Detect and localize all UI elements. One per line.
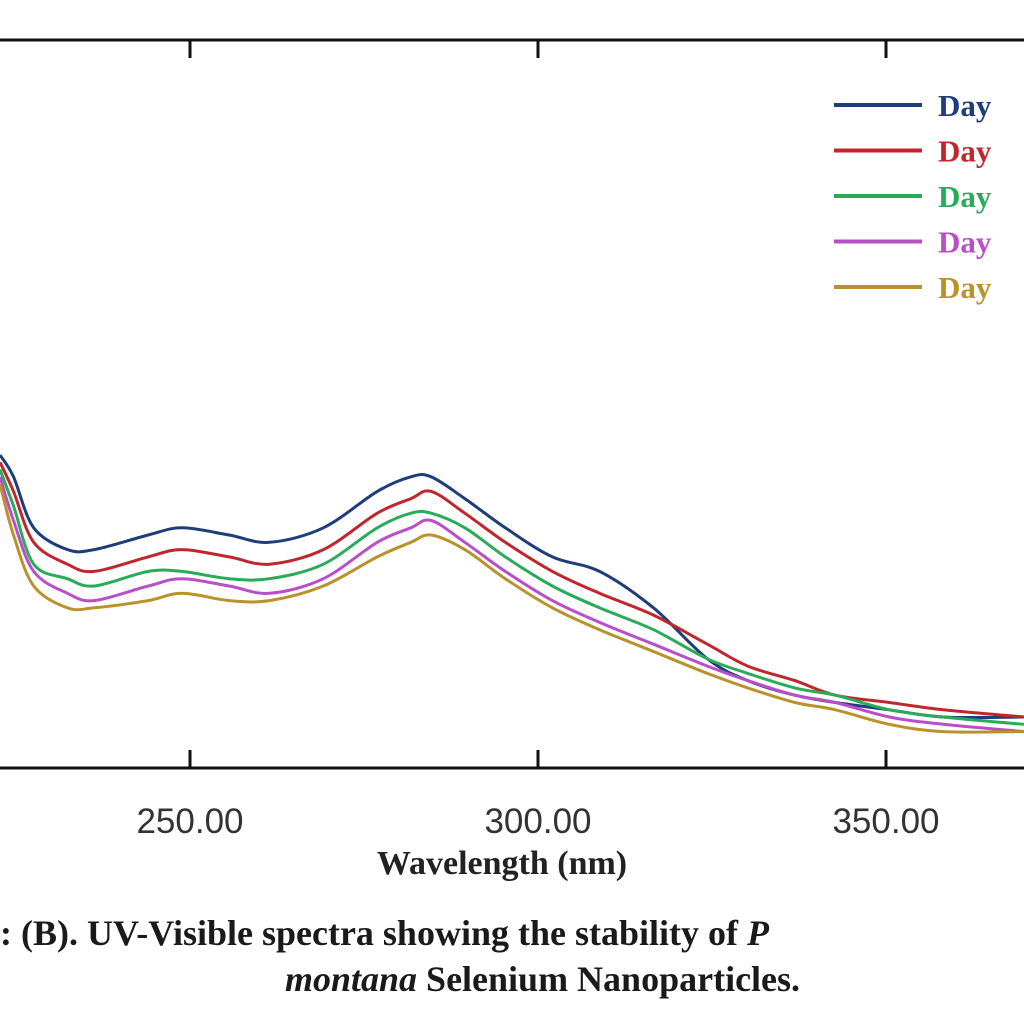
- series-line-4: [0, 476, 1024, 734]
- caption-text-1: : (B). UV-Visible spectra showing the st…: [0, 913, 747, 953]
- series-line-5: [0, 483, 1024, 734]
- series-line-1: [0, 454, 1024, 720]
- plot-frame: [0, 38, 1024, 770]
- legend-label-3: Day: [938, 179, 992, 214]
- series-line-2: [0, 461, 1024, 719]
- caption-italic-2: montana: [285, 959, 418, 999]
- legend-label-1: Day: [938, 88, 992, 123]
- series-lines: [0, 454, 1024, 734]
- caption-italic-1: P: [746, 913, 769, 953]
- legend: Day Day Day Day Day: [834, 88, 992, 305]
- x-axis-title: Wavelength (nm): [377, 845, 627, 882]
- figure-caption-line-2: montana Selenium Nanoparticles.: [285, 958, 1024, 1000]
- series-line-3: [0, 468, 1024, 726]
- axis-ticks: [188, 40, 888, 768]
- x-tick-label-350: 350.00: [832, 802, 939, 841]
- caption-text-2: Selenium Nanoparticles.: [417, 959, 801, 999]
- x-tick-label-300: 300.00: [484, 802, 591, 841]
- legend-label-4: Day: [938, 225, 992, 260]
- legend-label-5: Day: [938, 270, 992, 305]
- figure-caption-line-1: : (B). UV-Visible spectra showing the st…: [0, 912, 1024, 954]
- x-tick-label-250: 250.00: [136, 802, 243, 841]
- legend-label-2: Day: [938, 134, 992, 169]
